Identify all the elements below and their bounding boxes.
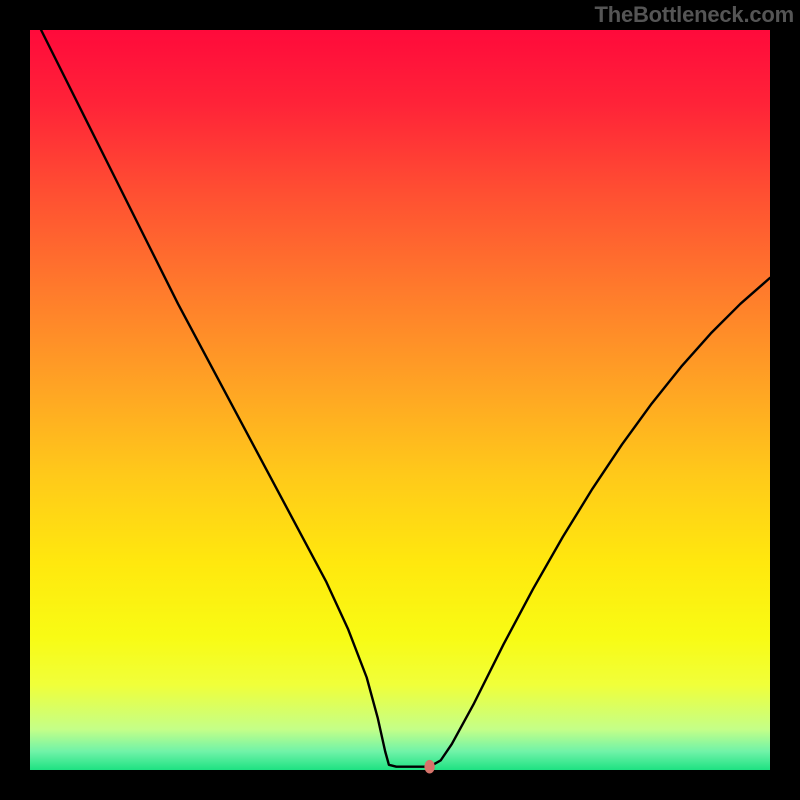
watermark-text: TheBottleneck.com	[594, 0, 800, 28]
plot-background	[30, 30, 770, 770]
bottleneck-chart	[0, 0, 800, 800]
optimal-point-marker	[424, 760, 434, 774]
